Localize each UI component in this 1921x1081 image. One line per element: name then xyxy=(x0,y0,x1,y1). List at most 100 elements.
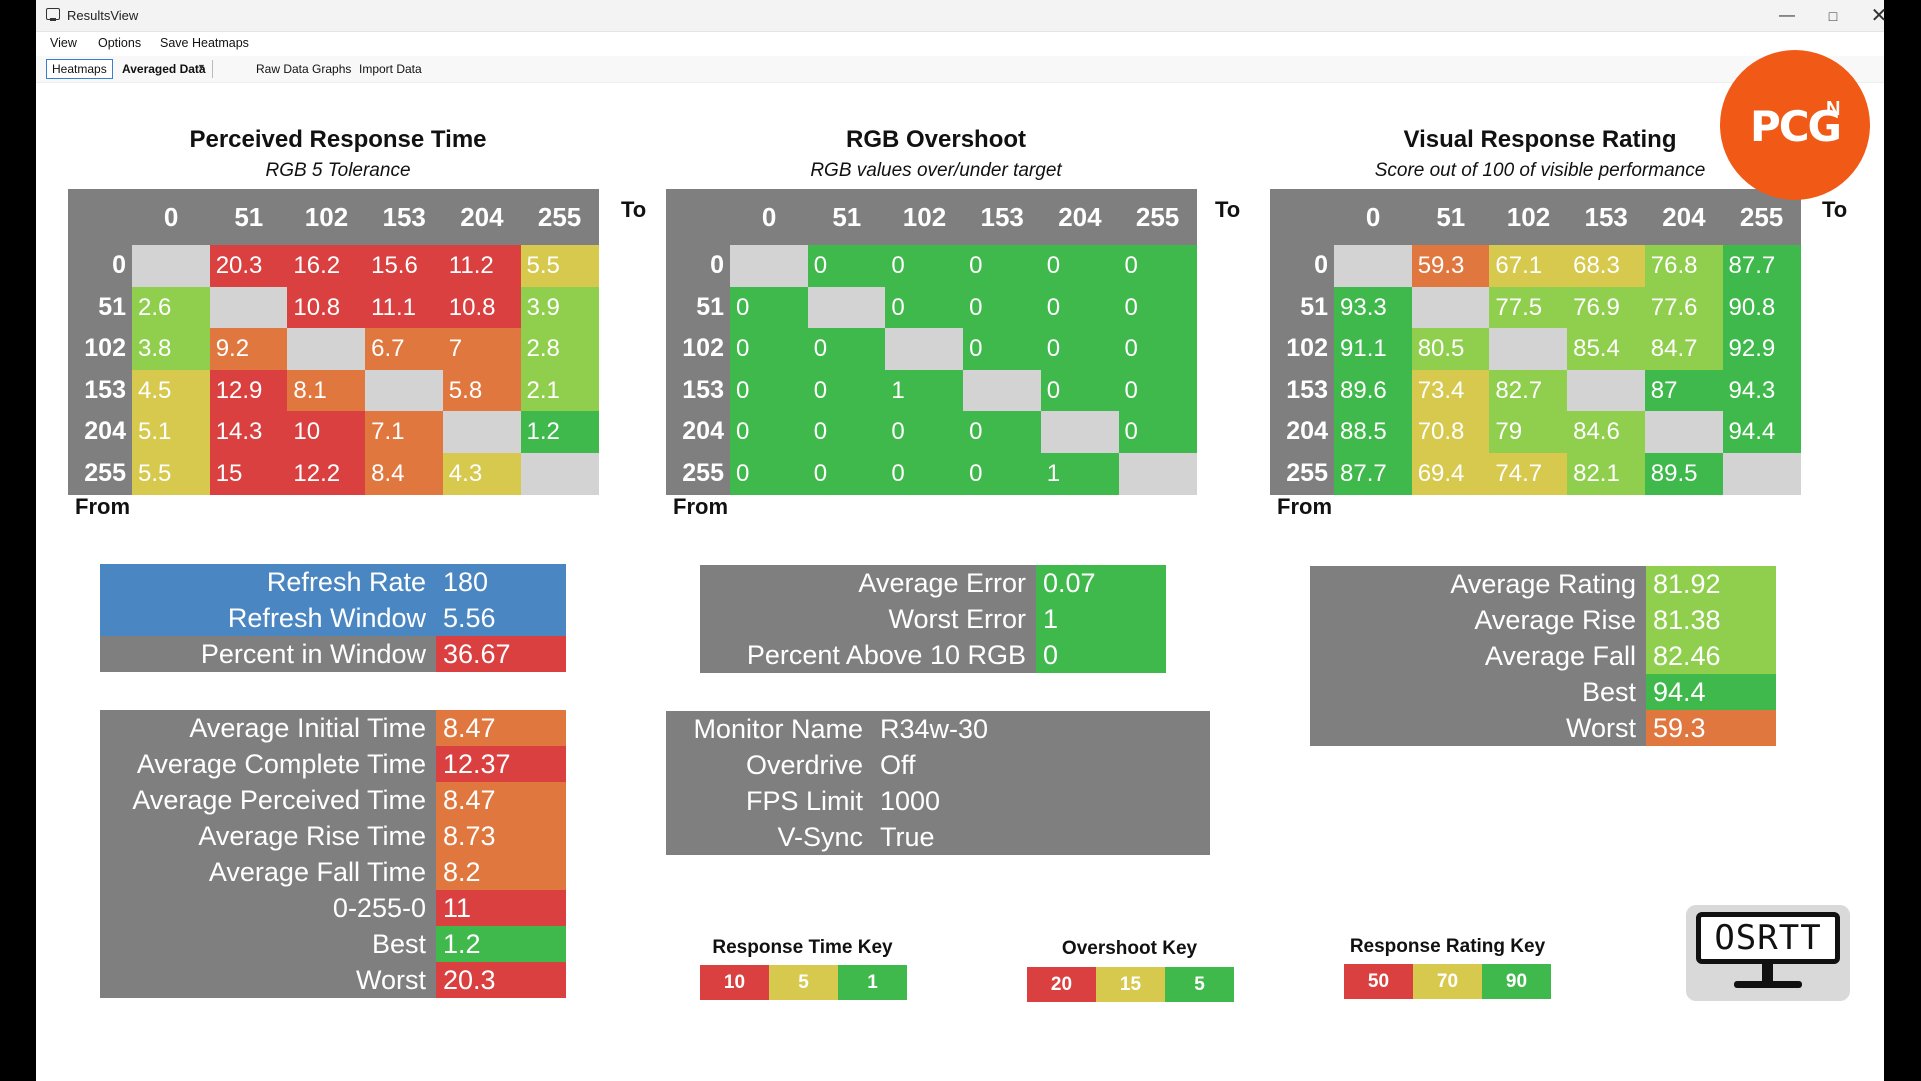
heatmap-row-header: 204 xyxy=(1270,411,1334,453)
heatmap-column-header: 0 xyxy=(730,189,809,245)
app-icon xyxy=(46,8,60,21)
stat-row: Average Initial Time 8.47 xyxy=(100,710,566,746)
heatmap-cell: 87.7 xyxy=(1722,245,1801,287)
heatmap-cell: 84.6 xyxy=(1567,411,1646,453)
heatmap-cell: 76.9 xyxy=(1567,286,1646,329)
title-bar: ResultsView — □ ✕ xyxy=(36,0,1887,32)
heatmap-row-header: 102 xyxy=(68,328,132,370)
heatmap-cell: 94.4 xyxy=(1722,411,1801,453)
heatmap-cell xyxy=(209,286,288,329)
key-swatch: 15 xyxy=(1096,967,1165,1002)
heatmap-row-header: 0 xyxy=(68,245,132,287)
stat-value: Off xyxy=(873,747,1210,783)
heatmap-cell xyxy=(730,245,809,287)
stat-row: Monitor Name R34w-30 xyxy=(666,711,1210,747)
heatmap-cell: 0 xyxy=(885,411,964,453)
close-icon[interactable]: ✕ xyxy=(1870,5,1888,27)
refresh-stats-table: Refresh Rate 180 Refresh Window 5.56 Percent… xyxy=(100,564,566,672)
stat-label: Average Rise xyxy=(1310,602,1646,638)
stat-label: Average Perceived Time xyxy=(100,782,436,818)
heatmap-cell: 4.3 xyxy=(442,452,521,495)
stat-value: 11 xyxy=(436,890,566,926)
stat-row: Average Rise 81.38 xyxy=(1310,602,1776,638)
minimize-icon[interactable]: — xyxy=(1779,7,1795,24)
stat-row: Average Fall 82.46 xyxy=(1310,638,1776,674)
heatmap-cell: 67.1 xyxy=(1489,245,1568,287)
heatmap-cell: 1 xyxy=(885,369,964,412)
heatmap-cell: 0 xyxy=(885,452,964,495)
heatmap-cell: 90.8 xyxy=(1722,286,1801,329)
heatmap-cell: 92.9 xyxy=(1722,328,1801,370)
stat-label: Average Fall xyxy=(1310,638,1646,674)
heatmap-subtitle-overshoot: RGB values over/under target xyxy=(810,160,1062,181)
stat-label: Monitor Name xyxy=(666,711,873,747)
heatmap-cell: 10.8 xyxy=(442,286,521,329)
stat-value: 81.92 xyxy=(1646,566,1776,602)
stat-row: Best 94.4 xyxy=(1310,674,1776,710)
heatmap-row-header: 51 xyxy=(666,286,730,329)
heatmap-cell: 70.8 xyxy=(1411,411,1490,453)
heatmap-column-header: 204 xyxy=(442,189,521,245)
heatmap-row-header: 255 xyxy=(1270,452,1334,495)
heatmap-cell: 3.8 xyxy=(132,328,211,370)
key-swatch: 5 xyxy=(1165,967,1234,1002)
heatmap-row-header: 0 xyxy=(666,245,730,287)
heatmap-row-header: 102 xyxy=(666,328,730,370)
tab-raw-data-graphs[interactable]: Raw Data Graphs xyxy=(256,62,352,76)
heatmap-row-header: 204 xyxy=(666,411,730,453)
monitor-icon: OSRTT xyxy=(1696,912,1840,964)
heatmap-cell: 5.8 xyxy=(442,369,521,412)
tab-import-data[interactable]: Import Data xyxy=(359,62,422,76)
response-time-key-title: Response Time Key xyxy=(712,937,893,958)
heatmap-cell: 0 xyxy=(1040,286,1119,329)
heatmap-cell: 1 xyxy=(1040,452,1119,495)
stat-row: Worst 59.3 xyxy=(1310,710,1776,746)
stat-label: Worst Error xyxy=(700,601,1036,637)
heatmap-column-header: 204 xyxy=(1040,189,1119,245)
stat-value: 12.37 xyxy=(436,746,566,782)
rating-stats-table: Average Rating 81.92 Average Rise 81.38 Aver… xyxy=(1310,566,1776,746)
averaged-data-dropdown[interactable]: Averaged Data xyxy=(122,62,206,76)
heatmap-cell: 0 xyxy=(807,411,886,453)
menu-options[interactable]: Options xyxy=(98,36,142,50)
menu-save-heatmaps[interactable]: Save Heatmaps xyxy=(160,36,249,50)
heatmap-cell: 11.2 xyxy=(442,245,521,287)
stat-value: 8.73 xyxy=(436,818,566,854)
tab-heatmaps[interactable]: Heatmaps xyxy=(46,59,113,79)
menu-view[interactable]: View xyxy=(50,36,77,50)
stat-row: Average Rise Time 8.73 xyxy=(100,818,566,854)
osrtt-logo-text: OSRTT xyxy=(1714,918,1822,958)
heatmap-cell: 0 xyxy=(730,369,809,412)
heatmap-column-header: 51 xyxy=(807,189,886,245)
chevron-down-icon[interactable]: ▼ xyxy=(197,62,206,72)
stat-value: R34w-30 xyxy=(873,711,1210,747)
heatmap-cell: 0 xyxy=(885,245,964,287)
heatmap-cell: 5.1 xyxy=(132,411,211,453)
heatmap-cell: 9.2 xyxy=(209,328,288,370)
heatmap-cell xyxy=(885,328,964,370)
heatmap-row-header: 153 xyxy=(68,369,132,412)
heatmap-cell: 8.4 xyxy=(365,452,444,495)
stat-label: Percent Above 10 RGB xyxy=(700,637,1036,673)
heatmap-cell: 89.6 xyxy=(1334,369,1413,412)
stat-row: Average Complete Time 12.37 xyxy=(100,746,566,782)
heatmap-from-label: From xyxy=(1277,494,1332,519)
heatmap-cell: 0 xyxy=(963,245,1042,287)
heatmap-cell: 8.1 xyxy=(287,369,366,412)
window-title: ResultsView xyxy=(67,8,139,23)
heatmap-cell: 7.1 xyxy=(365,411,444,453)
stat-row: V-Sync True xyxy=(666,819,1210,855)
heatmap-column-header: 102 xyxy=(1489,189,1568,245)
stat-value: 1 xyxy=(1036,601,1166,637)
heatmap-cell: 0 xyxy=(807,245,886,287)
stat-value: 81.38 xyxy=(1646,602,1776,638)
heatmap-cell: 5.5 xyxy=(520,245,599,287)
heatmap-row-header: 102 xyxy=(1270,328,1334,370)
heatmap-row-header: 255 xyxy=(666,452,730,495)
heatmap-cell: 7 xyxy=(442,328,521,370)
key-swatch: 90 xyxy=(1482,964,1551,999)
heatmap-cell: 14.3 xyxy=(209,411,288,453)
heatmap-cell: 80.5 xyxy=(1411,328,1490,370)
menu-bar: View Options Save Heatmaps xyxy=(36,32,1884,54)
maximize-icon[interactable]: □ xyxy=(1828,8,1838,24)
